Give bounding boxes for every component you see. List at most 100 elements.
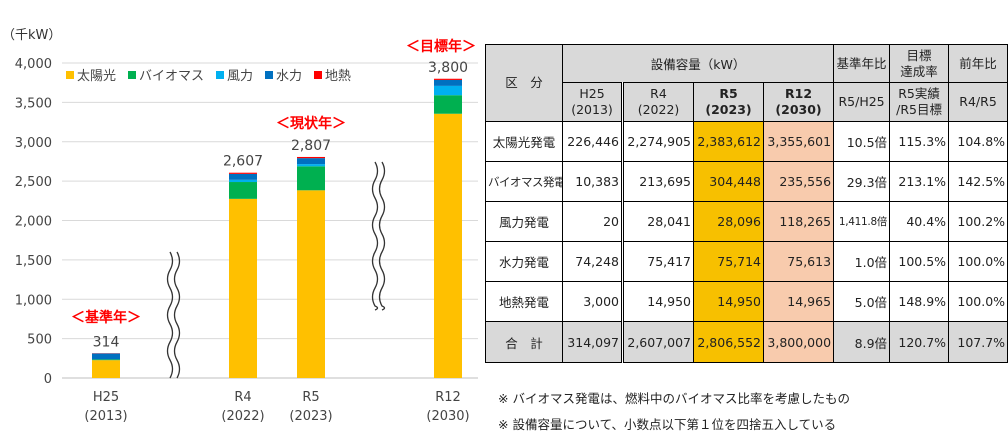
bar-segment (229, 179, 257, 183)
axis-break-mark (173, 251, 181, 379)
axis-break-mark (166, 251, 174, 379)
annotation-label: ＜現状年＞ (276, 115, 346, 132)
cell-r12: 235,556 (762, 161, 835, 202)
legend-label: 太陽光 (77, 69, 116, 84)
table-row-solar: 太陽光発電 226,446 2,274,905 2,383,612 3,355,… (485, 121, 1008, 162)
bar-total-label: 3,800 (428, 60, 468, 76)
bar-segment (297, 190, 325, 378)
header-capacity: 設備容量（kW） (561, 44, 835, 83)
cell-r5: 304,448 (693, 161, 764, 202)
table-row-wind: 風力発電 20 28,041 28,096 118,265 1,411.8倍 4… (485, 201, 1008, 242)
header-goal: 目標 達成率 (889, 44, 950, 83)
cell-ratio: 5.0倍 (833, 281, 891, 322)
bar-segment (229, 198, 257, 378)
legend-label: 地熱 (325, 69, 351, 84)
cell-prev: 104.8% (948, 121, 1008, 162)
cell-r5: 28,096 (693, 201, 764, 242)
x-tick-label: (2023) (289, 409, 332, 424)
header-goal-sub: R5実績/R5目標 (889, 82, 950, 122)
cell-r5: 2,383,612 (693, 121, 764, 162)
cell-h25: 314,097 (562, 321, 624, 363)
y-tick-label: 4,000 (15, 57, 52, 72)
cell-goal: 40.4% (889, 201, 950, 242)
capacity-table: 区 分 設備容量（kW） 基準年比 目標 達成率 前年比 H25 (2013) R4… (485, 44, 1008, 363)
header-ratio-sub: R5/H25 (833, 82, 891, 122)
bar-segment (92, 353, 120, 360)
capacity-table-panel: 区 分 設備容量（kW） 基準年比 目標 達成率 前年比 H25 (2013) R4… (485, 44, 1008, 363)
legend-swatch (128, 71, 136, 79)
axis-break-mark (371, 161, 379, 311)
y-tick-label: 1,000 (15, 293, 52, 308)
legend-swatch (216, 71, 224, 79)
bar-segment (229, 173, 257, 180)
cell-ratio: 1,411.8倍 (833, 201, 891, 242)
legend-swatch (314, 71, 322, 79)
note-rounding: ※ 設備容量について、小数点以下第１位を四捨五入している (498, 417, 837, 432)
cell-h25: 3,000 (562, 281, 624, 322)
cell-r12: 14,965 (762, 281, 835, 322)
cell-prev: 100.2% (948, 201, 1008, 242)
y-axis-unit: （千kW） (2, 28, 61, 43)
cell-goal: 115.3% (889, 121, 950, 162)
cell-prev: 100.0% (948, 281, 1008, 322)
cell-r12: 75,613 (762, 241, 835, 282)
legend-label: 風力 (227, 69, 253, 84)
y-tick-label: 3,000 (15, 136, 52, 151)
y-tick-label: 500 (27, 333, 52, 348)
table-row-biomass: バイオマス発電 10,383 213,695 304,448 235,556 2… (485, 161, 1008, 202)
bar-segment (434, 79, 462, 86)
header-col-r4: R4 (2022) (622, 82, 694, 122)
cell-h25: 74,248 (562, 241, 624, 282)
cell-h25: 226,446 (562, 121, 624, 162)
y-tick-label: 1,500 (15, 254, 52, 269)
header-col-r5: R5 (2023) (693, 82, 764, 122)
x-tick-label: H25 (93, 390, 119, 405)
row-label: 太陽光発電 (485, 121, 563, 162)
table-row-hydro: 水力発電 74,248 75,417 75,714 75,613 1.0倍 10… (485, 241, 1008, 282)
cell-prev: 142.5% (948, 161, 1008, 202)
x-tick-label: (2030) (426, 409, 469, 424)
cell-r5: 14,950 (693, 281, 764, 322)
legend-swatch (265, 71, 273, 79)
bar-total-label: 2,607 (223, 154, 263, 170)
legend-label: バイオマス (139, 69, 204, 84)
y-tick-label: 2,000 (15, 215, 52, 230)
cell-r4: 28,041 (622, 201, 694, 242)
row-label: 水力発電 (485, 241, 563, 282)
y-tick-label: 2,500 (15, 175, 52, 190)
cell-goal: 213.1% (889, 161, 950, 202)
x-tick-label: (2013) (84, 409, 127, 424)
cell-ratio: 29.3倍 (833, 161, 891, 202)
cell-r12: 118,265 (762, 201, 835, 242)
cell-prev: 100.0% (948, 241, 1008, 282)
bar-segment (297, 164, 325, 167)
cell-goal: 148.9% (889, 281, 950, 322)
capacity-chart: 0 500 1,000 1,500 2,000 2,500 3,000 3,500 4,000 （… (0, 0, 485, 436)
cell-r4: 213,695 (622, 161, 694, 202)
table-row-total: 合 計 314,097 2,607,007 2,806,552 3,800,00… (485, 321, 1008, 363)
cell-r4: 14,950 (622, 281, 694, 322)
table-row-geothermal: 地熱発電 3,000 14,950 14,950 14,965 5.0倍 148… (485, 281, 1008, 322)
annotation-label: ＜目標年＞ (406, 38, 476, 55)
row-label: 合 計 (485, 321, 563, 363)
cell-goal: 100.5% (889, 241, 950, 282)
cell-r12: 3,800,000 (762, 321, 835, 363)
cell-h25: 20 (562, 201, 624, 242)
bar-segment (297, 158, 325, 165)
legend-label: 水力 (276, 69, 302, 84)
note-biomass: ※ バイオマス発電は、燃料中のバイオマス比率を考慮したもの (498, 391, 850, 406)
bar-segment (92, 359, 120, 361)
header-col-r12: R12 (2030) (762, 82, 835, 122)
cell-r5: 75,714 (693, 241, 764, 282)
cell-r12: 3,355,601 (762, 121, 835, 162)
cell-r4: 2,274,905 (622, 121, 694, 162)
bar-segment (434, 95, 462, 114)
bar-segment (297, 166, 325, 191)
bar-segment (434, 78, 462, 80)
cell-h25: 10,383 (562, 161, 624, 202)
bar-segment (434, 85, 462, 96)
cell-r4: 75,417 (622, 241, 694, 282)
bar-segment (229, 172, 257, 174)
legend-swatch (66, 71, 74, 79)
bar-segment (92, 360, 120, 378)
